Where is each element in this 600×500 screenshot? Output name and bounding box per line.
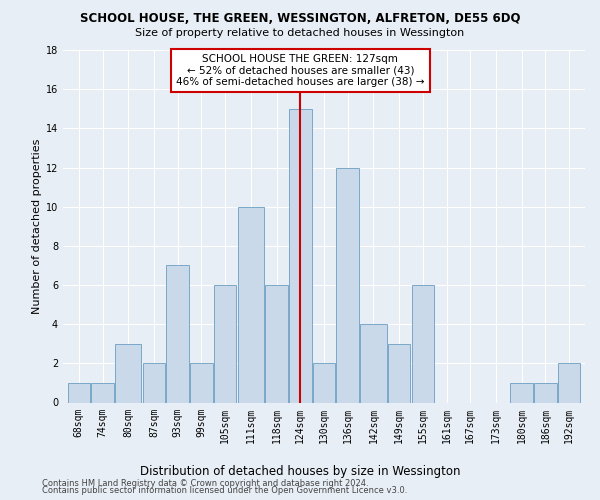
Bar (143, 364, 165, 403)
Bar (190, 364, 212, 403)
Text: Contains HM Land Registry data © Crown copyright and database right 2024.: Contains HM Land Registry data © Crown c… (42, 478, 368, 488)
Bar (337, 168, 359, 402)
Bar (91, 383, 114, 402)
Bar (511, 383, 533, 402)
Text: Distribution of detached houses by size in Wessington: Distribution of detached houses by size … (140, 465, 460, 478)
Bar (238, 206, 264, 402)
Text: SCHOOL HOUSE, THE GREEN, WESSINGTON, ALFRETON, DE55 6DQ: SCHOOL HOUSE, THE GREEN, WESSINGTON, ALF… (80, 12, 520, 26)
Bar (115, 344, 142, 403)
Bar (534, 383, 557, 402)
Text: Contains public sector information licensed under the Open Government Licence v3: Contains public sector information licen… (42, 486, 407, 495)
Bar (265, 285, 288, 403)
Bar (360, 324, 386, 402)
Text: Size of property relative to detached houses in Wessington: Size of property relative to detached ho… (136, 28, 464, 38)
Bar (214, 285, 236, 403)
Bar (166, 266, 189, 402)
Bar (558, 364, 580, 403)
Y-axis label: Number of detached properties: Number of detached properties (32, 138, 41, 314)
Bar (388, 344, 410, 403)
Bar (313, 364, 335, 403)
Text: SCHOOL HOUSE THE GREEN: 127sqm
← 52% of detached houses are smaller (43)
46% of : SCHOOL HOUSE THE GREEN: 127sqm ← 52% of … (176, 54, 425, 87)
Bar (68, 383, 90, 402)
Bar (412, 285, 434, 403)
Bar (289, 109, 311, 403)
